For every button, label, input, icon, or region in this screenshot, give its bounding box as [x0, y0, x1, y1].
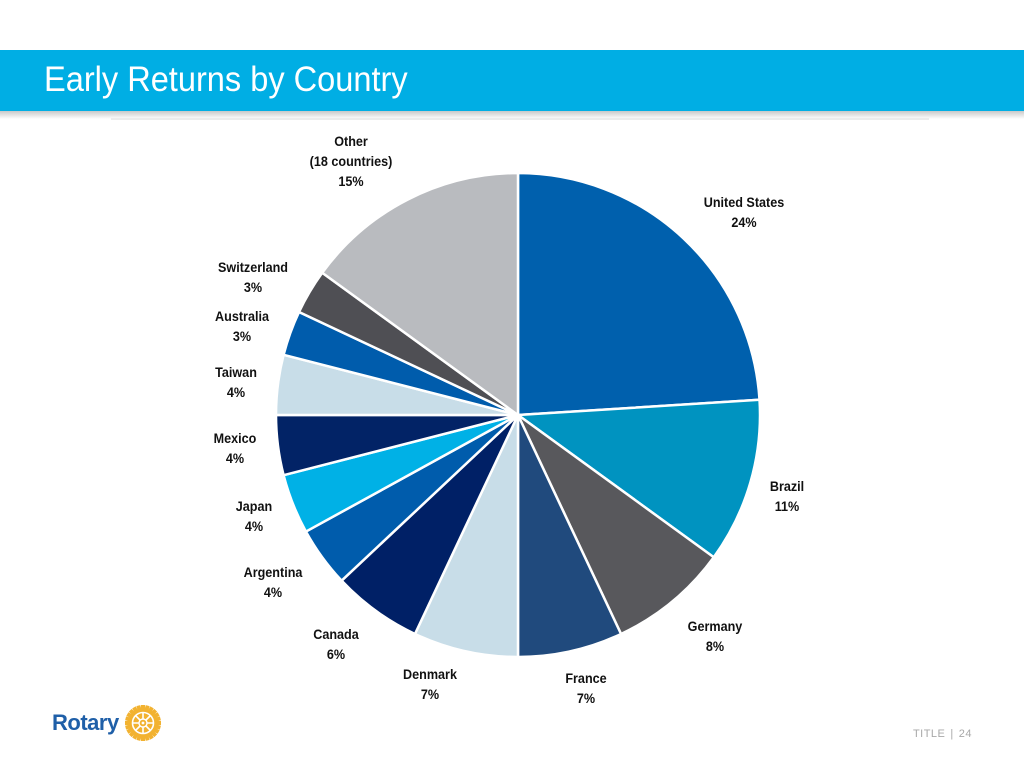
footer-separator: | [950, 728, 954, 740]
slice-label-value: 15% [338, 173, 364, 189]
pie-slice-denmark [413, 413, 520, 659]
slice-label-other: Other (18 countries) 15% [310, 131, 393, 191]
slice-label-taiwan: Taiwan 4% [215, 362, 257, 402]
slice-label-name: Germany [687, 618, 743, 634]
slice-label-value: 4% [244, 518, 264, 534]
pie-slice-france [516, 413, 623, 659]
pie-slice-germany [516, 413, 716, 636]
slice-label-value: 4% [225, 450, 245, 466]
slice-label-value: 11% [774, 498, 800, 514]
slice-label-name: Japan [235, 498, 273, 514]
logo-wordmark: Rotary [52, 710, 119, 735]
slice-label-name: United States [703, 194, 785, 210]
slice-label-name: Other [334, 133, 368, 149]
content-divider [111, 118, 929, 120]
slice-label-name: Argentina [243, 564, 303, 580]
slice-label-value: 4% [226, 384, 246, 400]
slice-label-brazil: Brazil 11% [770, 476, 804, 516]
rotary-wheel-icon [124, 705, 161, 741]
title-bar: Early Returns by Country [0, 50, 1024, 119]
slice-label-value: 24% [731, 214, 757, 230]
pie-slice-brazil [516, 398, 762, 559]
slice-label-denmark: Denmark 7% [403, 664, 457, 704]
slide-footer: TITLE | 24 [913, 728, 972, 740]
slice-label-value: 6% [326, 646, 346, 662]
pie-slice-united-states [516, 171, 761, 417]
slice-label-name: Denmark [403, 666, 457, 682]
footer-label: TITLE [912, 728, 946, 740]
pie-slice-other [320, 171, 520, 417]
slice-label-name: Brazil [769, 478, 805, 494]
slice-label-germany: Germany 8% [688, 616, 743, 656]
slice-label-mexico: Mexico 4% [214, 428, 257, 468]
slice-label-switzerland: Switzerland 3% [218, 257, 288, 297]
slice-label-value: 4% [263, 584, 283, 600]
slice-label-value: 7% [420, 686, 440, 702]
page-number: 24 [958, 728, 972, 740]
slice-label-name: Australia [215, 308, 269, 324]
slice-label-value: 7% [576, 690, 596, 706]
slice-label-argentina: Argentina 4% [244, 562, 303, 602]
slice-label-name: Taiwan [215, 364, 257, 380]
slice-label-name: Switzerland [217, 259, 289, 275]
rotary-logo: Rotary [52, 703, 163, 743]
slice-label-france: France 7% [565, 668, 606, 708]
slice-label-value: 3% [232, 328, 252, 344]
slice-label-value: 8% [705, 638, 725, 654]
slice-label-name: (18 countries) [309, 153, 393, 169]
slice-label-name: Canada [313, 626, 359, 642]
slice-label-name: France [565, 670, 607, 686]
slice-label-value: 3% [243, 279, 263, 295]
slice-label-australia: Australia 3% [215, 306, 269, 346]
slice-label-united-states: United States 24% [704, 192, 785, 232]
slice-label-canada: Canada 6% [313, 624, 359, 664]
slice-label-name: Mexico [213, 430, 257, 446]
slide-title: Early Returns by Country [44, 60, 408, 99]
slice-label-japan: Japan 4% [236, 496, 272, 536]
